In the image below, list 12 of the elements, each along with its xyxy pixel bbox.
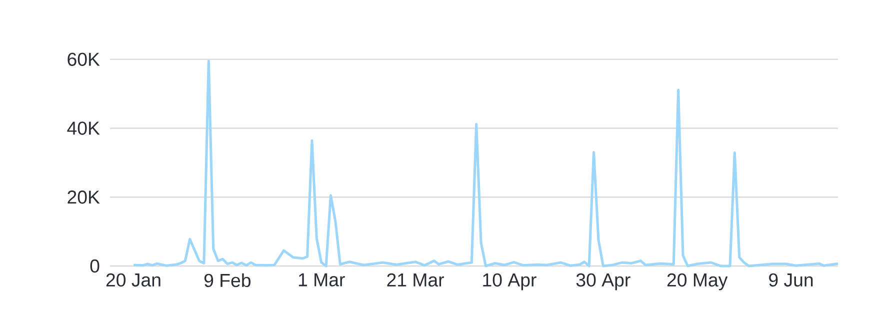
y-tick-label: 40K xyxy=(67,122,100,135)
x-tick-label: 20 Jan xyxy=(106,273,160,287)
y-tick-label: 60K xyxy=(68,52,100,66)
x-tick-label: 1 Mar xyxy=(298,273,345,286)
y-tick-label: 0 xyxy=(90,259,100,273)
x-tick-label: 21 Mar xyxy=(387,273,444,287)
x-tick-label: 20 May xyxy=(667,273,728,290)
x-tick-label: 9 Jun xyxy=(769,273,813,287)
y-tick-label: 20K xyxy=(68,190,100,204)
x-tick-label: 30 Apr xyxy=(576,273,630,290)
x-tick-label: 9 Feb xyxy=(204,273,250,288)
x-tick-label: 10 Apr xyxy=(483,273,536,290)
